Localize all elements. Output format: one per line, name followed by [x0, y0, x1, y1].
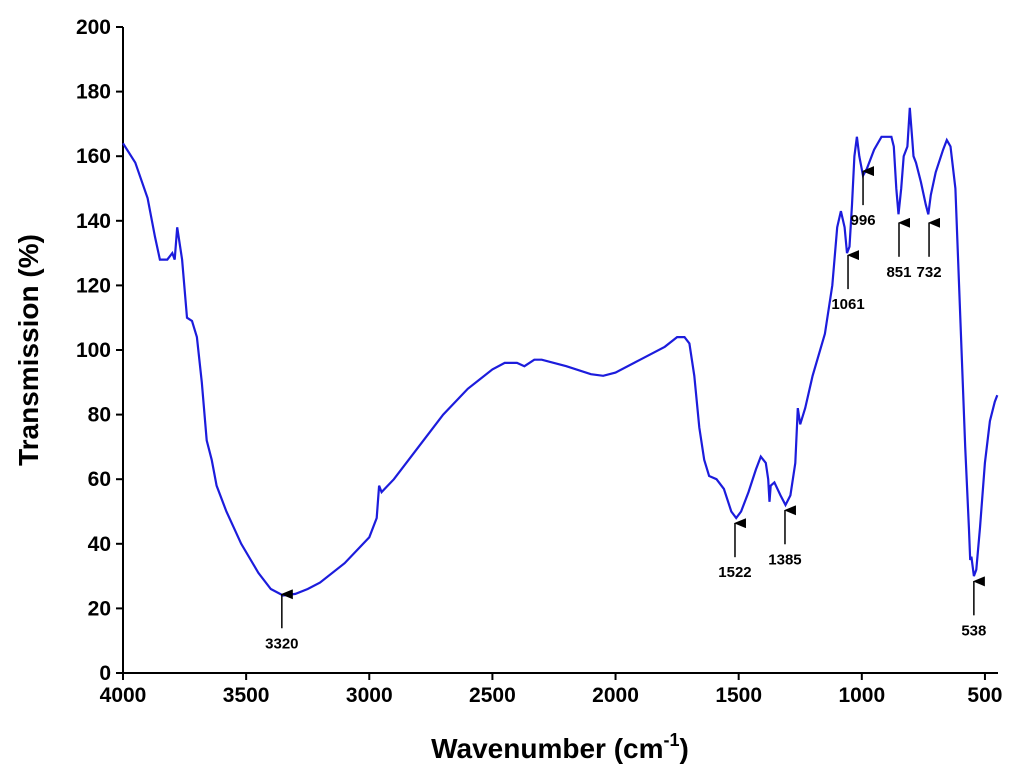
- x-tick-label: 2500: [469, 684, 516, 707]
- x-tick-label: 3500: [223, 684, 270, 707]
- y-tick-label: 40: [88, 533, 111, 556]
- spectrum-line: [122, 107, 999, 597]
- y-tick-label: 140: [76, 210, 111, 233]
- annotation-label: 1385: [768, 551, 801, 568]
- x-label-main: Wavenumber (cm: [431, 733, 663, 764]
- y-tick-label: 120: [76, 274, 111, 297]
- y-tick-label: 180: [76, 81, 111, 104]
- annotation-label: 996: [851, 212, 876, 229]
- y-tick-label: 20: [88, 597, 111, 620]
- x-tick-label: 1500: [715, 684, 762, 707]
- x-tick-label: 3000: [346, 684, 393, 707]
- y-tick-label: 60: [88, 468, 111, 491]
- x-tick-label: 2000: [592, 684, 639, 707]
- y-tick-label: 200: [76, 16, 111, 39]
- y-tick-label: 160: [76, 145, 111, 168]
- x-label-sup: -1: [664, 730, 680, 750]
- annotation-label: 1061: [831, 296, 864, 313]
- annotation-label: 538: [961, 622, 986, 639]
- y-tick-label: 0: [99, 662, 111, 685]
- y-tick-label: 100: [76, 339, 111, 362]
- annotation-label: 851: [886, 264, 911, 281]
- x-tick-label: 500: [967, 684, 1002, 707]
- y-axis-label: Transmission (%): [13, 234, 44, 466]
- y-tick-label: 80: [88, 404, 111, 427]
- x-axis-label: Wavenumber (cm-1): [431, 730, 689, 764]
- x-label-tail: ): [680, 733, 689, 764]
- x-tick-label: 4000: [100, 684, 147, 707]
- annotation-label: 1522: [718, 564, 751, 581]
- annotation-label: 732: [917, 264, 942, 281]
- x-tick-label: 1000: [838, 684, 885, 707]
- annotation-label: 3320: [265, 635, 298, 652]
